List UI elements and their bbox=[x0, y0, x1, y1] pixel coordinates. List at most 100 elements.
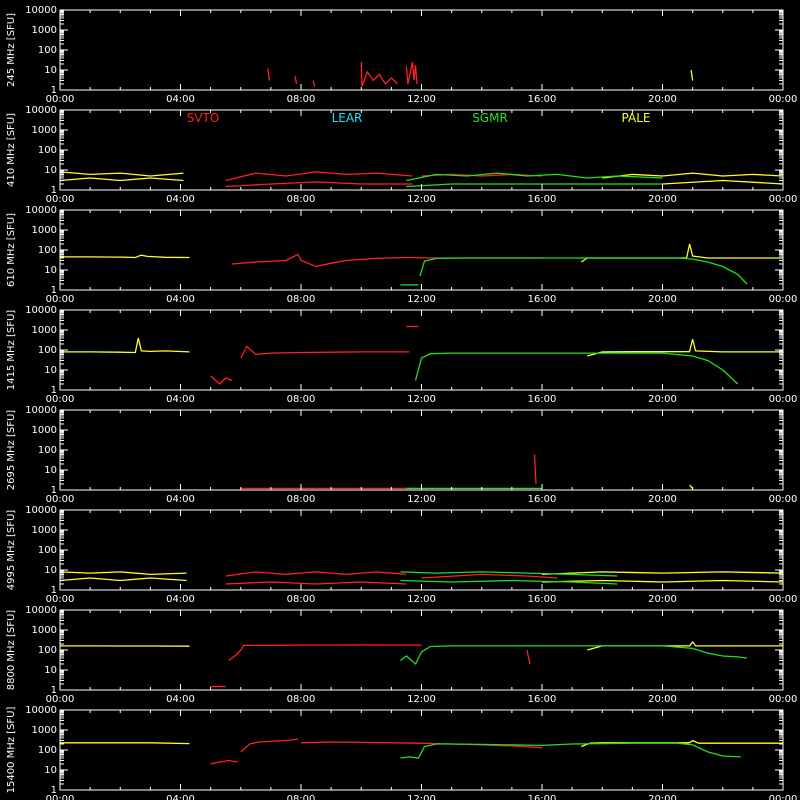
panel-2-xtick-label: 16:00 bbox=[528, 194, 557, 205]
panel-6-pale-series-segment-1 bbox=[59, 571, 187, 576]
panel-8-svto-series-segment-2 bbox=[240, 738, 299, 753]
panel-4-svto-series-segment-1 bbox=[210, 375, 232, 385]
panel-4-ytick-label: 10000 bbox=[25, 305, 57, 316]
panel-1-svto-series-segment-5 bbox=[405, 61, 418, 85]
panel-6-pale-series-segment-3 bbox=[541, 571, 784, 576]
legend-entry-svto: SVTO bbox=[187, 111, 220, 125]
panel-4-xtick-label: 16:00 bbox=[528, 394, 557, 405]
panel-8-ytick-label: 1 bbox=[51, 785, 57, 796]
legend-entry-sgmr: SGMR bbox=[472, 111, 508, 125]
panel-3-pale-series-segment-1 bbox=[60, 254, 190, 259]
panel-3: 1 10 100 1000 10000 00:00 04:00 08:00 12:00 16:00… bbox=[6, 205, 797, 305]
panel-5-xtick-label: 08:00 bbox=[287, 494, 316, 505]
panel-4: 1 10 100 1000 10000 00:00 04:00 08:00 12:00 16:00… bbox=[6, 305, 797, 405]
panel-2-ytick-label: 1 bbox=[51, 185, 57, 196]
panel-2-pale-series-segment-4 bbox=[662, 179, 784, 185]
panel-1-xtick-label: 20:00 bbox=[648, 94, 677, 105]
panel-8-xtick-label: 00:00 bbox=[769, 794, 798, 800]
panel-7-xtick-label: 00:00 bbox=[46, 694, 75, 705]
panel-5-xtick-label: 04:00 bbox=[166, 494, 195, 505]
panel-2-svto-series-segment-2 bbox=[225, 181, 413, 188]
panel-6-svto-series-segment-2 bbox=[225, 581, 407, 585]
panel-6-xtick-label: 00:00 bbox=[769, 594, 798, 605]
panel-1-ylabel: 245 MHz [SFU] bbox=[6, 13, 17, 87]
panel-7: 1 10 100 1000 10000 00:00 04:00 08:00 12:00 16:00… bbox=[6, 605, 797, 705]
panel-4-pale-series-segment-1 bbox=[60, 337, 190, 354]
panel-5-ylabel: 2695 MHz [SFU] bbox=[6, 410, 17, 491]
panel-3-ylabel: 610 MHz [SFU] bbox=[6, 213, 17, 287]
panel-2-sgmr-series-segment-1 bbox=[406, 172, 663, 182]
panel-1-ytick-label: 100 bbox=[38, 45, 57, 56]
panel-5-xtick-label: 20:00 bbox=[648, 494, 677, 505]
panel-4-svto-series-segment-2 bbox=[240, 345, 410, 359]
panel-2-xtick-label: 08:00 bbox=[287, 194, 316, 205]
panel-4-xtick-label: 12:00 bbox=[407, 394, 436, 405]
panel-6-ytick-label: 1000 bbox=[32, 525, 57, 536]
panel-6-svto-series-segment-3 bbox=[421, 573, 558, 579]
panel-8-svto-series-segment-3 bbox=[300, 741, 543, 749]
panel-3-xtick-label: 08:00 bbox=[287, 294, 316, 305]
panel-7-ytick-label: 10000 bbox=[25, 605, 57, 616]
panel-3-sgmr-series-segment-2 bbox=[419, 257, 748, 285]
panel-7-xtick-label: 12:00 bbox=[407, 694, 436, 705]
panel-4-xtick-label: 00:00 bbox=[769, 394, 798, 405]
panel-7-ytick-label: 10 bbox=[44, 665, 57, 676]
panel-7-ytick-label: 1000 bbox=[32, 625, 57, 636]
panel-3-ytick-label: 10000 bbox=[25, 205, 57, 216]
panel-7-ylabel: 8800 MHz [SFU] bbox=[6, 610, 17, 691]
panel-6: 1 10 100 1000 10000 00:00 04:00 08:00 12:00 16:00… bbox=[6, 505, 797, 605]
panel-8-xtick-label: 20:00 bbox=[648, 794, 677, 800]
panel-3-xtick-label: 20:00 bbox=[648, 294, 677, 305]
panel-2-ytick-label: 1000 bbox=[32, 125, 57, 136]
panel-6-ytick-label: 100 bbox=[38, 545, 57, 556]
panel-5-ytick-label: 1 bbox=[51, 485, 57, 496]
panel-1-xtick-label: 00:00 bbox=[769, 94, 798, 105]
panel-6-sgmr-series-segment-2 bbox=[400, 579, 618, 585]
panel-6-svto-series-segment-1 bbox=[225, 571, 407, 577]
panel-8: 1 10 100 1000 10000 00:00 04:00 08:00 12:00 16:00… bbox=[6, 705, 797, 800]
panel-4-xtick-label: 00:00 bbox=[46, 394, 75, 405]
legend-entry-lear: LEAR bbox=[332, 111, 363, 125]
panel-8-ytick-label: 100 bbox=[38, 745, 57, 756]
panel-5-xtick-label: 12:00 bbox=[407, 494, 436, 505]
panel-6-xtick-label: 20:00 bbox=[648, 594, 677, 605]
panel-1-xtick-label: 00:00 bbox=[46, 94, 75, 105]
panel-3-xtick-label: 04:00 bbox=[166, 294, 195, 305]
panel-6-ytick-label: 10000 bbox=[25, 505, 57, 516]
panel-1: 1 10 100 1000 10000 00:00 04:00 08:00 12:00 16:00… bbox=[6, 5, 797, 105]
panel-4-sgmr-series-segment-1 bbox=[414, 352, 739, 385]
panel-7-xtick-label: 04:00 bbox=[166, 694, 195, 705]
panel-5-ytick-label: 10 bbox=[44, 465, 57, 476]
panel-8-ytick-label: 10000 bbox=[25, 705, 57, 716]
panel-5-svto-series-segment-2 bbox=[533, 454, 537, 485]
panel-7-ytick-label: 100 bbox=[38, 645, 57, 656]
panel-2-ytick-label: 10 bbox=[44, 165, 57, 176]
panel-8-sgmr-series-segment-1 bbox=[400, 742, 741, 759]
panel-5-ytick-label: 100 bbox=[38, 445, 57, 456]
panel-5-xtick-label: 00:00 bbox=[46, 494, 75, 505]
panel-6-pale-series-segment-2 bbox=[59, 577, 187, 582]
panel-3-xtick-label: 12:00 bbox=[407, 294, 436, 305]
panel-3-xtick-label: 00:00 bbox=[769, 294, 798, 305]
panel-8-ylabel: 15400 MHz [SFU] bbox=[6, 707, 17, 794]
panel-2-pale-series-segment-2 bbox=[59, 177, 184, 182]
panel-3-ytick-label: 1000 bbox=[32, 225, 57, 236]
panel-6-xtick-label: 12:00 bbox=[407, 594, 436, 605]
panel-3-ytick-label: 100 bbox=[38, 245, 57, 256]
panel-4-ytick-label: 100 bbox=[38, 345, 57, 356]
panel-7-svto-series-segment-3 bbox=[526, 649, 531, 665]
panel-6-ylabel: 4995 MHz [SFU] bbox=[6, 510, 17, 591]
panel-7-ytick-label: 1 bbox=[51, 685, 57, 696]
panel-1-svto-series-segment-2 bbox=[294, 75, 298, 85]
panel-7-xtick-label: 20:00 bbox=[648, 694, 677, 705]
panel-4-xtick-label: 08:00 bbox=[287, 394, 316, 405]
panel-2-xtick-label: 00:00 bbox=[46, 194, 75, 205]
panel-1-ytick-label: 10 bbox=[44, 65, 57, 76]
panel-2-xtick-label: 00:00 bbox=[769, 194, 798, 205]
panel-2-svto-series-segment-1 bbox=[225, 171, 413, 182]
panel-4-xtick-label: 04:00 bbox=[166, 394, 195, 405]
panel-4-ytick-label: 1 bbox=[51, 385, 57, 396]
panel-8-xtick-label: 12:00 bbox=[407, 794, 436, 800]
panel-8-svto-series-segment-1 bbox=[210, 759, 238, 765]
